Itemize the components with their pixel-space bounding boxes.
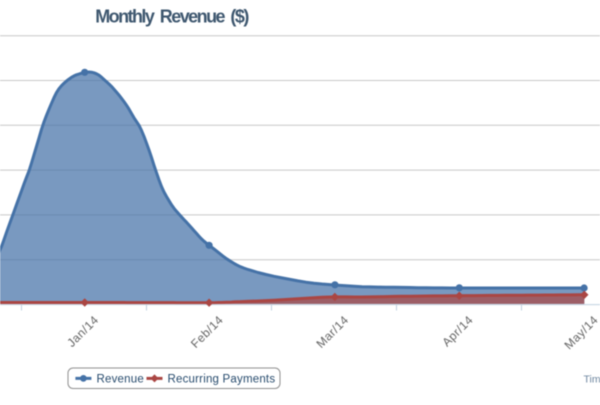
svg-text:Time: Time bbox=[584, 374, 600, 386]
svg-text:Recurring Payments: Recurring Payments bbox=[168, 373, 276, 385]
svg-text:Revenue: Revenue bbox=[97, 373, 144, 385]
svg-text:Monthly Revenue ($): Monthly Revenue ($) bbox=[95, 7, 249, 27]
